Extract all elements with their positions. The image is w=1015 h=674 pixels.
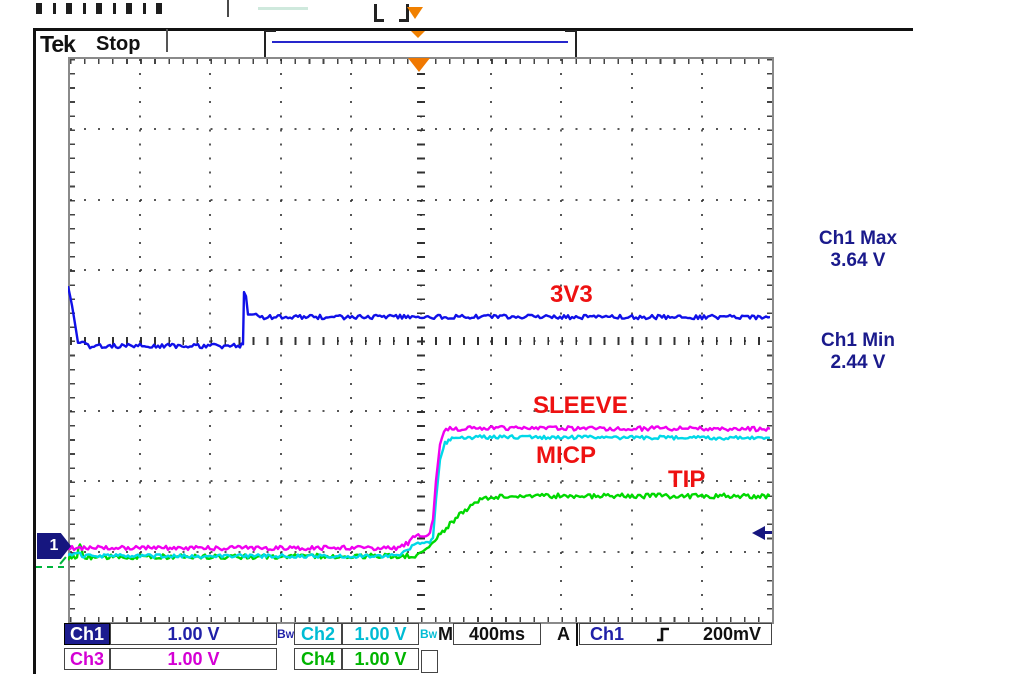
measurement-ch1-max-label: Ch1 Max bbox=[818, 228, 898, 249]
trigger-a-label: A bbox=[557, 624, 570, 644]
graticule-hline bbox=[70, 128, 772, 131]
measurement-ch1-min: Ch1 Min 2.44 V bbox=[793, 330, 923, 374]
scope-frame-top bbox=[33, 28, 913, 31]
trace-micp bbox=[68, 434, 770, 559]
ch2-scale-readout: 1.00 V bbox=[342, 623, 419, 645]
trace-label-sleeve: SLEEVE bbox=[533, 392, 628, 419]
measurement-ch1-max-value: 3.64 V bbox=[830, 250, 886, 271]
trigger-level-arrow-tail bbox=[764, 531, 772, 534]
cropped-text-fragment bbox=[36, 3, 164, 14]
trace-label-micp: MICP bbox=[536, 442, 596, 469]
trigger-position-marker-icon bbox=[408, 58, 430, 72]
record-view-trigger-icon bbox=[411, 31, 425, 38]
ch3-scale-readout: 1.00 V bbox=[110, 648, 277, 670]
header-divider bbox=[166, 29, 168, 52]
trace-tip bbox=[68, 492, 770, 561]
record-view-bracket-right bbox=[565, 30, 577, 59]
tek-logo: Tek bbox=[40, 31, 76, 57]
trace-label-tip: TIP bbox=[668, 466, 706, 493]
trace-sleeve bbox=[68, 424, 770, 552]
record-view-window-line bbox=[272, 41, 568, 43]
timebase-label: M bbox=[438, 624, 453, 644]
cropped-bracket-left bbox=[374, 4, 384, 22]
ch1-bandwidth-icon: BW bbox=[277, 627, 295, 641]
ch2-bandwidth-icon: BW bbox=[420, 627, 438, 641]
record-view-bracket-left bbox=[264, 30, 276, 59]
ch2-label-box: Ch2 bbox=[294, 623, 342, 645]
trace-3v3 bbox=[68, 285, 770, 350]
rising-edge-icon bbox=[657, 627, 670, 641]
measurement-ch1-max: Ch1 Max 3.64 V bbox=[793, 228, 923, 272]
ch4-scale-readout: 1.00 V bbox=[342, 648, 419, 670]
timebase-readout: 400ms bbox=[453, 623, 541, 645]
ch1-label-box: Ch1 bbox=[64, 623, 110, 645]
channel4-marker-dash bbox=[36, 558, 64, 568]
trigger-level: 200mV bbox=[702, 623, 761, 644]
trigger-divider bbox=[576, 623, 578, 646]
trigger-source: Ch1 bbox=[590, 623, 625, 644]
trigger-readout: Ch1 200mV bbox=[579, 623, 772, 645]
acquisition-status: Stop bbox=[96, 33, 141, 55]
waveform-traces bbox=[68, 285, 770, 561]
graticule-hline bbox=[70, 269, 772, 272]
empty-readout-box bbox=[421, 650, 438, 673]
graticule-hline bbox=[70, 198, 772, 201]
measurement-ch1-min-value: 2.44 V bbox=[830, 352, 886, 373]
channel1-marker-flag: 1 bbox=[37, 533, 71, 559]
cropped-trigger-marker-icon bbox=[407, 7, 423, 19]
cropped-trace-fragment bbox=[258, 7, 308, 10]
trigger-level-arrow-icon bbox=[752, 526, 765, 540]
measurement-ch1-min-label: Ch1 Min bbox=[821, 330, 895, 351]
graticule-hline bbox=[70, 480, 772, 483]
trace-label-3v3: 3V3 bbox=[550, 281, 593, 308]
ch4-label-box: Ch4 bbox=[294, 648, 342, 670]
cropped-divider-fragment bbox=[227, 0, 229, 17]
ch1-scale-readout: 1.00 V bbox=[110, 623, 277, 645]
scope-frame-left bbox=[33, 28, 36, 674]
graticule-hline bbox=[70, 339, 772, 342]
graticule-hline bbox=[70, 410, 772, 412]
ch3-label-box: Ch3 bbox=[64, 648, 110, 670]
